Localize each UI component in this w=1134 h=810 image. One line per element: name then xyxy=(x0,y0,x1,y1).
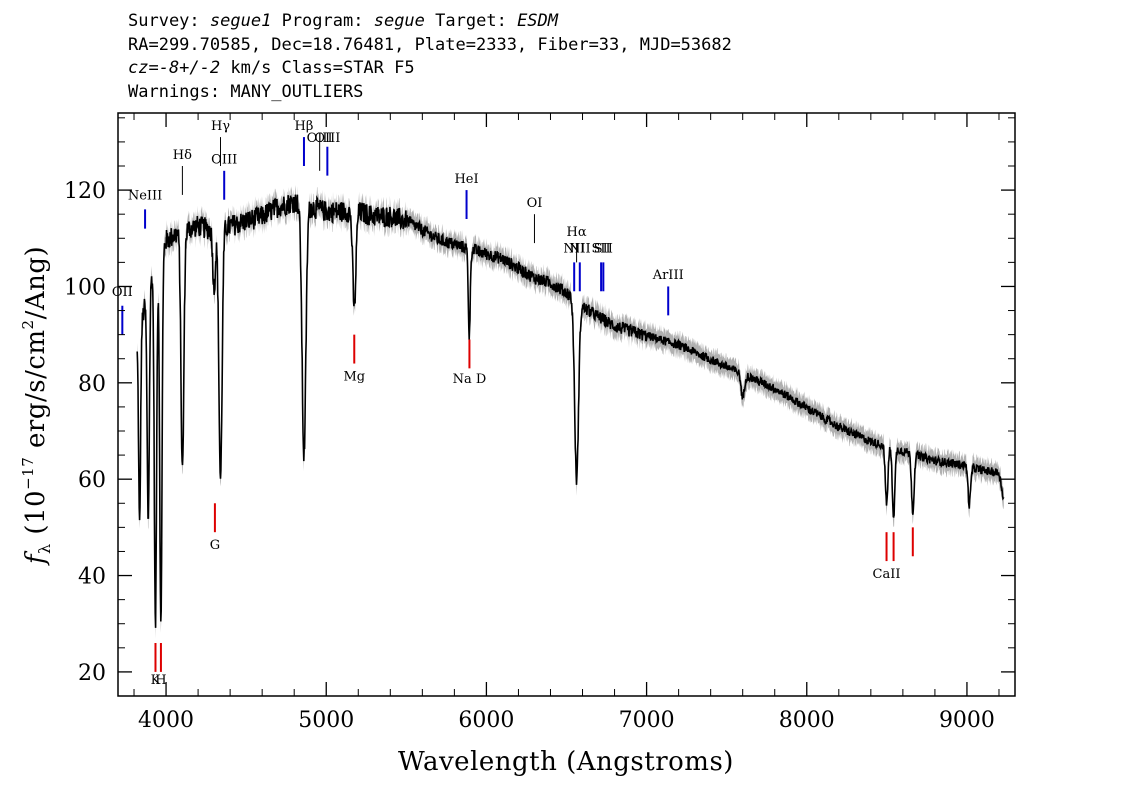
line-label: OI xyxy=(527,196,543,211)
line-label: Hα xyxy=(567,225,587,240)
x-tick-label: 8000 xyxy=(779,708,835,733)
line-label: CaII xyxy=(873,567,901,582)
line-label: Mg xyxy=(343,369,365,384)
survey-label: Survey: xyxy=(128,11,200,31)
y-tick-label: 40 xyxy=(78,565,106,590)
target-label: Target: xyxy=(435,11,507,31)
survey-value: segue1 xyxy=(209,11,272,31)
line-label: NII xyxy=(563,242,585,257)
y-axis-title: fλ (10−17 erg/s/cm2/Ang) xyxy=(19,246,54,566)
x-tick-label: 5000 xyxy=(298,708,354,733)
header-line-redshift: cz=-8+/-2 km/s Class=STAR F5 xyxy=(128,57,732,81)
y-tick-label: 20 xyxy=(78,661,106,686)
x-tick-label: 4000 xyxy=(138,708,194,733)
line-label: SII xyxy=(594,242,613,257)
program-value: segue xyxy=(373,11,425,31)
line-label: OIII xyxy=(314,131,340,146)
line-label: OIII xyxy=(307,131,333,146)
y-tick-label: 60 xyxy=(78,468,106,493)
line-label: NeIII xyxy=(128,189,162,204)
spectrum-line xyxy=(136,194,1005,628)
y-tick-label: 120 xyxy=(64,179,106,204)
header-line-coordinates: RA=299.70585, Dec=18.76481, Plate=2333, … xyxy=(128,34,732,55)
line-label: OII xyxy=(112,285,133,300)
svg-text:fλ (10−17 erg/s/cm2/Ang): fλ (10−17 erg/s/cm2/Ang) xyxy=(19,246,54,566)
x-tick-label: 6000 xyxy=(458,708,514,733)
spectrum-header: Survey: segue1 Program: segue Target: ES… xyxy=(128,10,732,104)
redshift-units-class: km/s Class=STAR F5 xyxy=(230,58,415,78)
line-label: Hβ xyxy=(295,119,314,134)
line-label: ArIII xyxy=(652,268,684,283)
header-line-survey: Survey: segue1 Program: segue Target: ES… xyxy=(128,10,732,34)
x-tick-label: 9000 xyxy=(939,708,995,733)
line-label: Hδ xyxy=(173,148,192,163)
header-line-warnings: Warnings: MANY_OUTLIERS xyxy=(128,81,364,102)
line-label: SII xyxy=(592,242,611,257)
y-tick-label: 100 xyxy=(64,275,106,300)
line-label: OIII xyxy=(211,153,237,168)
x-tick-label: 7000 xyxy=(619,708,675,733)
axes-layer: 4000 5000 6000 7000 8000 9000 20 40 60 80 100 120 xyxy=(64,113,1015,733)
line-label: Na D xyxy=(453,372,487,387)
line-label: G xyxy=(210,538,220,553)
target-value: ESDM xyxy=(517,11,559,31)
program-label: Program: xyxy=(281,11,364,31)
line-label: Hγ xyxy=(211,119,230,134)
y-tick-label: 80 xyxy=(78,372,106,397)
line-label: H xyxy=(155,673,166,688)
line-label: K xyxy=(151,673,161,688)
spectrum-layer xyxy=(136,194,1005,628)
plot-frame xyxy=(117,112,1016,697)
line-label: HeI xyxy=(454,172,478,187)
x-axis-title: Wavelength (Angstroms) xyxy=(398,747,734,777)
redshift-value: cz=-8+/-2 xyxy=(128,58,221,78)
line-label: NII xyxy=(569,242,591,257)
